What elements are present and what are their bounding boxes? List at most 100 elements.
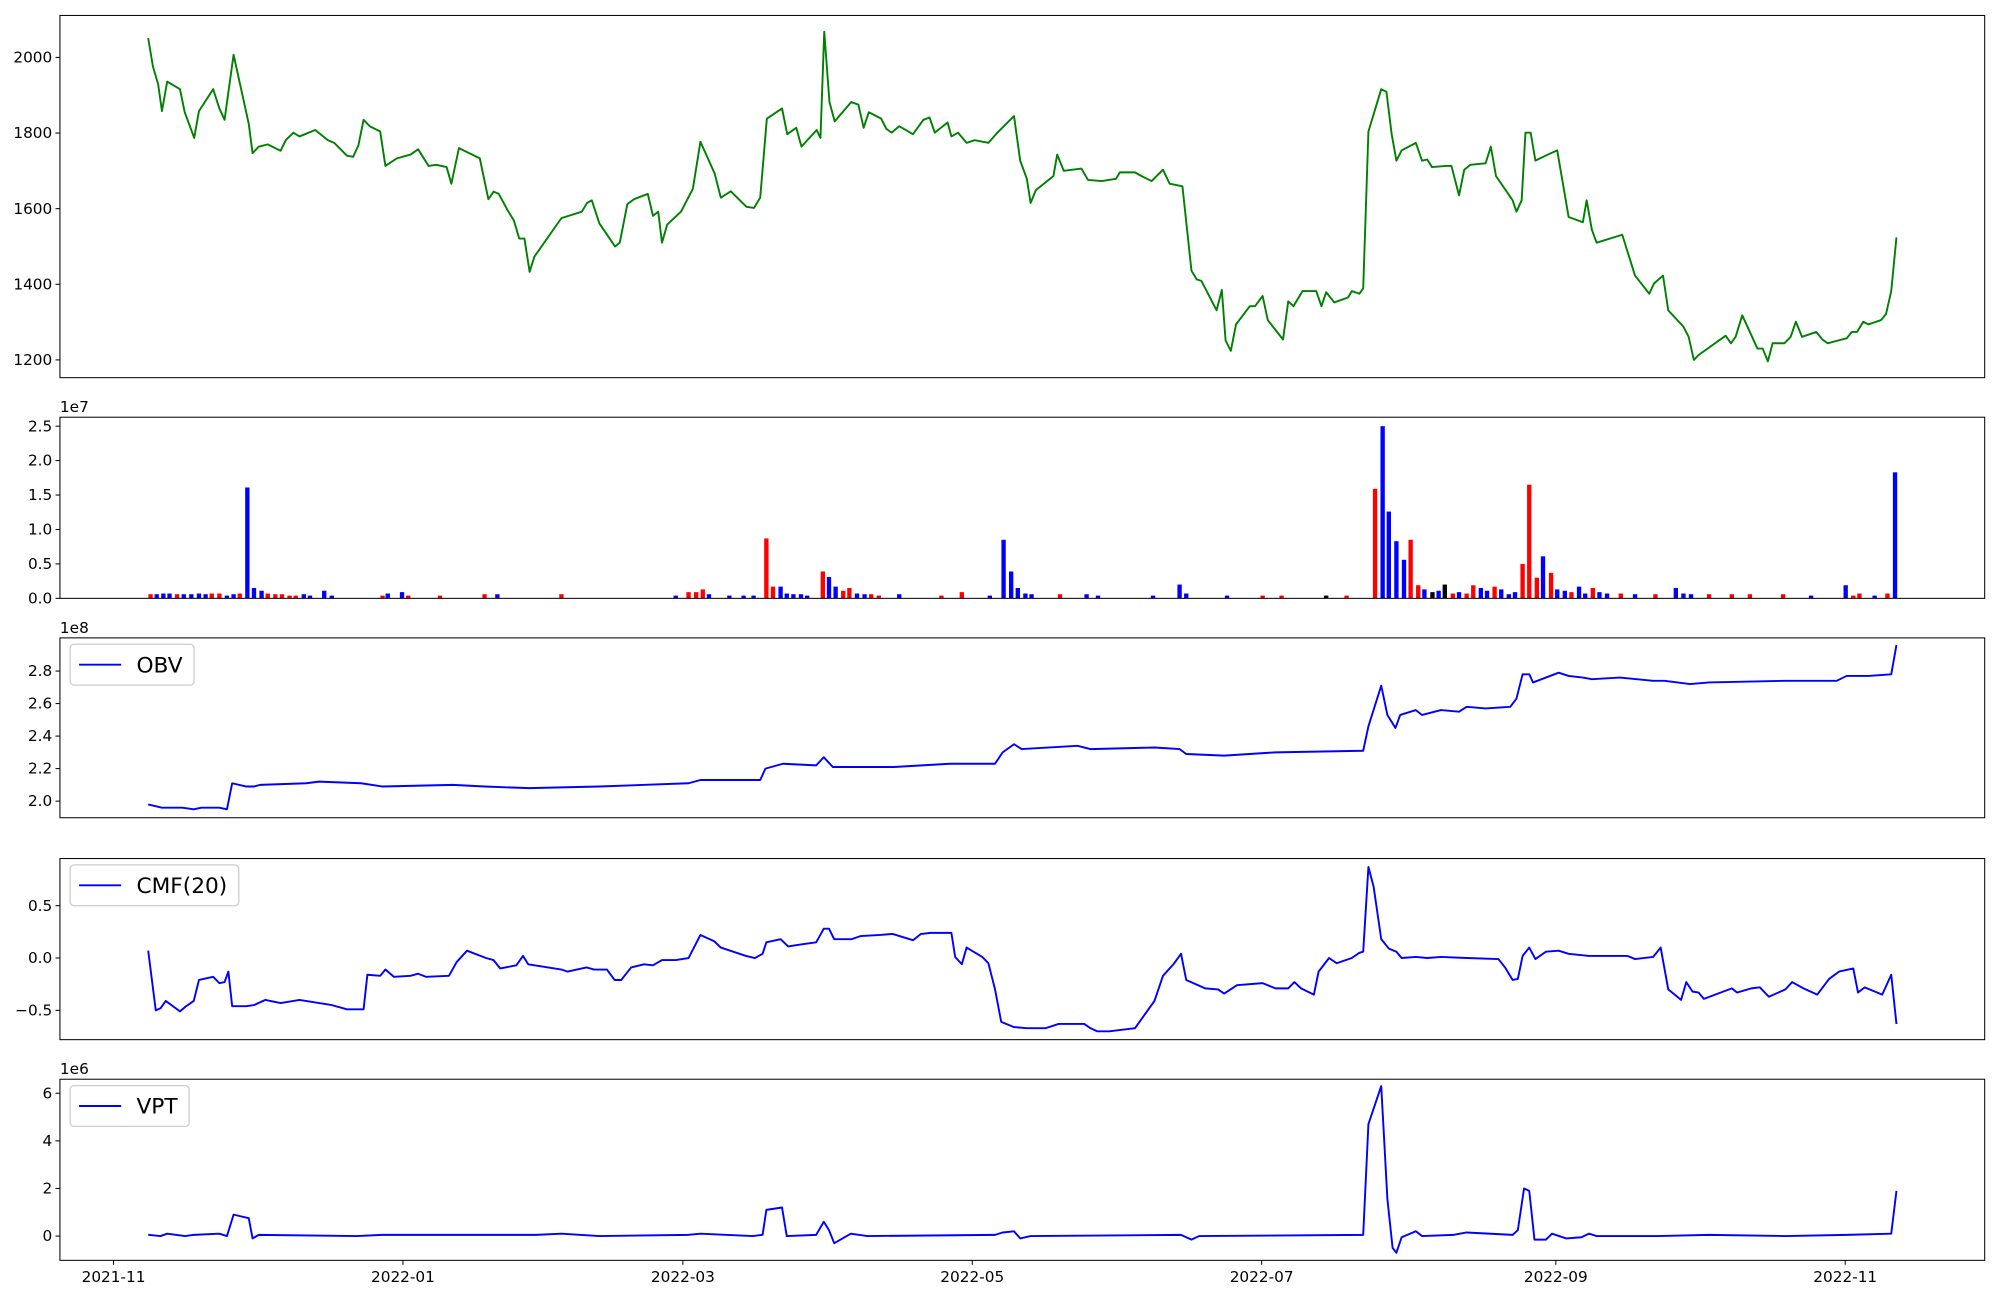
bar <box>385 593 390 599</box>
bar <box>939 595 944 599</box>
bar <box>203 594 208 599</box>
bar <box>1401 559 1407 599</box>
bar <box>700 589 705 599</box>
y-tick-label: 1800 <box>13 124 52 142</box>
bar <box>833 586 838 599</box>
bar <box>1569 592 1574 599</box>
y-tick-label: 0.5 <box>28 897 52 915</box>
bar <box>727 595 732 599</box>
y-offset-label: 1e8 <box>60 619 89 637</box>
x-tick-label: 2021-11 <box>82 1268 146 1286</box>
x-tick-label: 2022-05 <box>940 1268 1004 1286</box>
bar <box>897 594 902 599</box>
bar <box>1001 539 1006 599</box>
bar <box>1184 593 1189 599</box>
bar <box>1555 589 1560 599</box>
bar <box>1084 594 1089 599</box>
bar <box>784 593 789 599</box>
legend: VPT <box>69 1084 190 1128</box>
bar <box>1057 594 1063 599</box>
y-tick-label: 2.6 <box>28 695 52 713</box>
y-offset-label: 1e6 <box>60 1060 89 1078</box>
bar <box>1499 589 1504 599</box>
bar <box>301 594 306 599</box>
bar <box>293 595 298 599</box>
bar <box>1520 563 1525 599</box>
bar <box>841 590 846 599</box>
data-line <box>147 30 1898 363</box>
bar <box>307 595 313 599</box>
bar <box>1464 593 1469 599</box>
panel: 2.0 2.2 2.4 2.6 2.8 1e8 OBV <box>28 619 1986 819</box>
y-tick-label: 2.4 <box>28 727 52 745</box>
bar <box>826 576 832 599</box>
bar <box>1653 594 1658 599</box>
bar <box>791 594 796 599</box>
bar <box>770 586 776 599</box>
y-tick-label: 2.0 <box>28 792 52 810</box>
data-line <box>147 865 1898 1033</box>
bar <box>1747 594 1753 599</box>
bar <box>154 594 159 599</box>
y-tick-label: 2.8 <box>28 662 52 680</box>
bar <box>399 592 405 599</box>
bar <box>693 592 699 599</box>
y-offset-label: 1e7 <box>60 398 89 416</box>
bar <box>287 595 292 599</box>
bar <box>1604 593 1610 599</box>
bar <box>820 571 825 599</box>
bar <box>1618 593 1623 599</box>
axes-frame <box>59 14 1986 379</box>
bar <box>1583 593 1588 599</box>
axes-frame <box>59 1078 1986 1261</box>
bar <box>1780 594 1786 599</box>
y-tick-label: 2.0 <box>28 452 52 470</box>
bar <box>1260 595 1265 599</box>
y-tick-label: 2 <box>43 1180 53 1198</box>
bar <box>1416 585 1421 599</box>
bar <box>1029 594 1034 599</box>
data-line <box>147 644 1898 811</box>
bar <box>406 595 411 599</box>
bar <box>778 586 783 599</box>
bar <box>706 594 712 599</box>
bar <box>1808 595 1814 599</box>
x-tick-label: 2022-03 <box>651 1268 715 1286</box>
bar <box>1597 592 1602 599</box>
bar <box>1492 586 1497 599</box>
bar <box>798 594 804 599</box>
bar <box>245 487 250 599</box>
bar <box>1562 590 1567 599</box>
bar <box>1442 584 1447 599</box>
axes-frame <box>59 637 1986 819</box>
bar <box>1456 592 1462 599</box>
y-tick-label: 1600 <box>13 200 52 218</box>
bar <box>148 594 153 599</box>
x-tick-label: 2022-01 <box>371 1268 435 1286</box>
bar <box>847 588 852 599</box>
legend: OBV <box>69 643 195 686</box>
bar <box>189 594 194 599</box>
bar <box>1095 595 1101 599</box>
bar <box>322 590 327 599</box>
legend-box <box>69 643 195 686</box>
bar <box>1394 541 1399 599</box>
bar <box>805 595 810 599</box>
bar <box>1478 588 1484 599</box>
bar <box>1408 539 1413 599</box>
bar <box>1224 595 1230 599</box>
bar <box>1009 571 1014 599</box>
bar <box>1885 593 1890 599</box>
bar <box>209 593 214 599</box>
bar <box>1681 593 1686 599</box>
bar <box>1534 577 1540 599</box>
bar <box>259 590 264 599</box>
y-tick-label: 1.0 <box>28 521 52 539</box>
y-tick-label: −0.5 <box>15 1001 52 1019</box>
bar <box>1450 593 1456 599</box>
axes-frame <box>59 858 1986 1041</box>
bar <box>959 592 965 599</box>
bar <box>1857 593 1862 599</box>
bar <box>1380 426 1385 599</box>
bar <box>273 594 278 599</box>
